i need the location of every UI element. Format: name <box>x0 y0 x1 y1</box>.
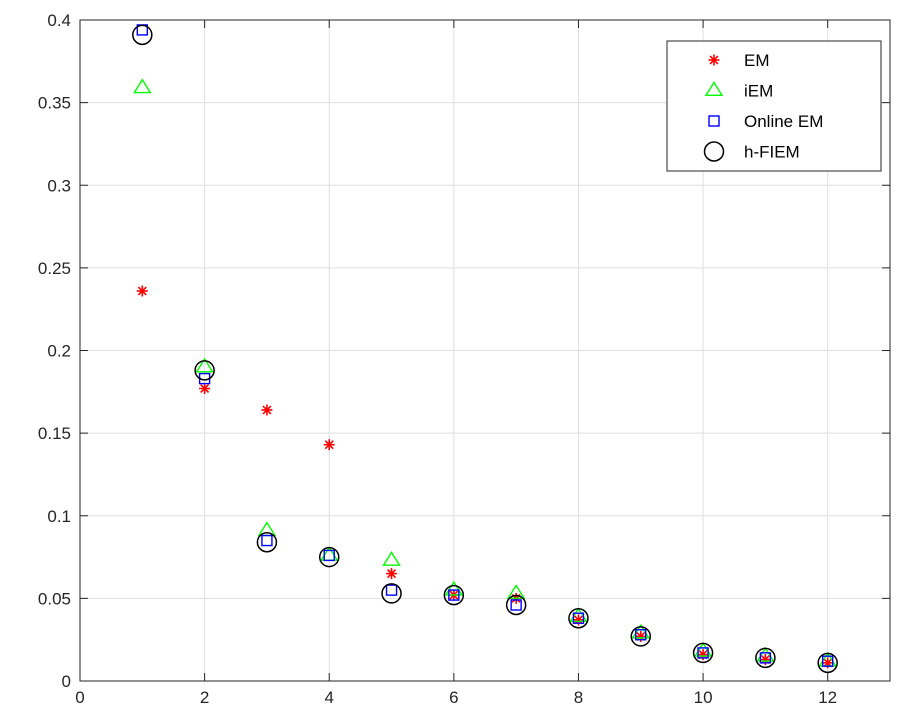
data-point <box>631 623 651 639</box>
x-tick-label: 10 <box>694 688 713 707</box>
legend-label: EM <box>744 51 770 70</box>
data-point <box>132 24 153 46</box>
data-point <box>510 599 522 611</box>
legend: EM iEM Online EM h-FIEM <box>666 40 882 172</box>
legend-marker <box>704 81 724 97</box>
x-tick-label: 4 <box>324 688 333 707</box>
data-point <box>261 404 273 416</box>
data-point <box>692 642 714 664</box>
legend-label: Online EM <box>744 112 823 131</box>
data-point <box>136 285 148 297</box>
x-tick-label: 8 <box>574 688 583 707</box>
y-tick-label: 0.4 <box>47 11 71 30</box>
data-point <box>133 78 152 94</box>
y-tick-label: 0.35 <box>38 94 71 113</box>
legend-label: iEM <box>744 82 773 101</box>
data-point <box>817 652 838 674</box>
legend-label: h-FIEM <box>744 143 800 162</box>
data-point <box>444 580 464 596</box>
legend-marker <box>708 115 720 127</box>
data-point <box>318 546 340 568</box>
data-point <box>569 607 588 623</box>
axes: 0 2 4 6 8 10 12 0 0.05 0.1 0.15 0.2 0.25 0.3 0.35 0.4 <box>38 11 891 707</box>
data-point <box>693 641 713 657</box>
data-point <box>386 568 398 580</box>
data-point <box>572 614 584 626</box>
data-point <box>572 612 585 624</box>
y-tick-label: 0.25 <box>38 259 71 278</box>
legend-marker <box>703 141 725 162</box>
data-point <box>755 647 776 669</box>
x-tick-label: 12 <box>818 688 837 707</box>
y-tick-label: 0.1 <box>47 507 71 526</box>
data-marks <box>132 24 838 674</box>
x-tick-label: 2 <box>200 688 209 707</box>
data-point <box>195 357 214 373</box>
y-tick-label: 0 <box>62 672 71 691</box>
y-tick-label: 0.05 <box>38 589 71 608</box>
data-point <box>756 646 775 662</box>
y-tick-label: 0.3 <box>47 176 71 195</box>
data-point <box>448 589 460 601</box>
y-tick-label: 0.15 <box>38 424 71 443</box>
x-tick-label: 6 <box>449 688 458 707</box>
data-point <box>382 551 401 566</box>
data-point <box>199 383 211 395</box>
data-point <box>323 439 335 451</box>
y-tick-label: 0.2 <box>47 342 71 361</box>
x-tick-label: 0 <box>75 688 84 707</box>
legend-box <box>666 40 882 172</box>
series-h-fiem <box>132 24 838 674</box>
data-point <box>381 583 402 604</box>
series-em <box>136 285 834 669</box>
data-point <box>635 629 647 641</box>
data-point <box>506 584 526 599</box>
data-point <box>759 652 772 664</box>
data-point <box>256 531 278 553</box>
legend-marker <box>708 54 720 66</box>
data-point <box>821 655 834 667</box>
data-point <box>194 360 215 381</box>
data-point <box>385 584 398 596</box>
data-point <box>323 549 335 562</box>
data-point <box>443 584 465 606</box>
data-point <box>261 534 273 547</box>
data-point <box>697 647 709 659</box>
data-point <box>505 594 527 616</box>
data-point <box>635 630 647 642</box>
data-point <box>630 626 652 647</box>
data-point <box>568 607 589 629</box>
